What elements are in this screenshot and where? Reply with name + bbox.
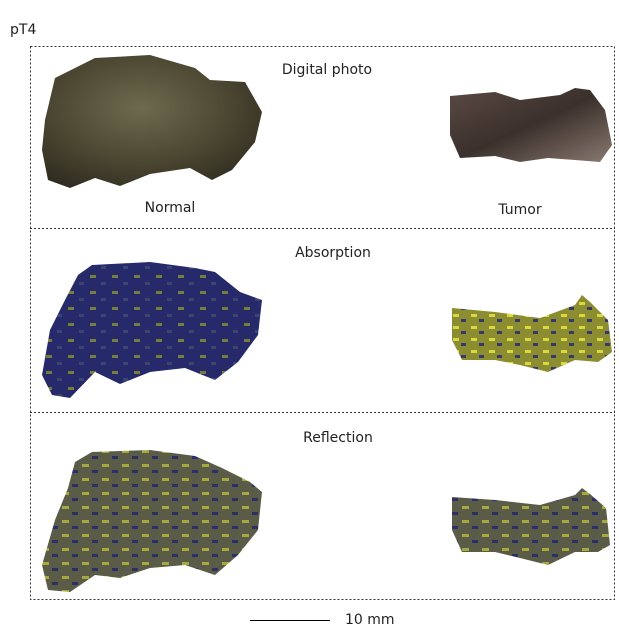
- normal-photo: [42, 55, 262, 188]
- panel-frame: [30, 46, 615, 600]
- tumor-photo: [450, 88, 612, 162]
- sample-label: Tumor: [497, 202, 542, 218]
- panel-title: Digital photo: [282, 62, 372, 78]
- tumor-reflection: [452, 488, 610, 565]
- scale-bar-label: 10 mm: [345, 612, 395, 628]
- panel-title: Absorption: [295, 245, 371, 261]
- sample-label: Normal: [145, 200, 196, 216]
- normal-reflection: [42, 450, 262, 592]
- normal-absorption: [42, 262, 262, 398]
- tumor-absorption: [452, 295, 612, 372]
- panel-title: Reflection: [303, 430, 373, 446]
- figure-label: pT4: [10, 22, 36, 38]
